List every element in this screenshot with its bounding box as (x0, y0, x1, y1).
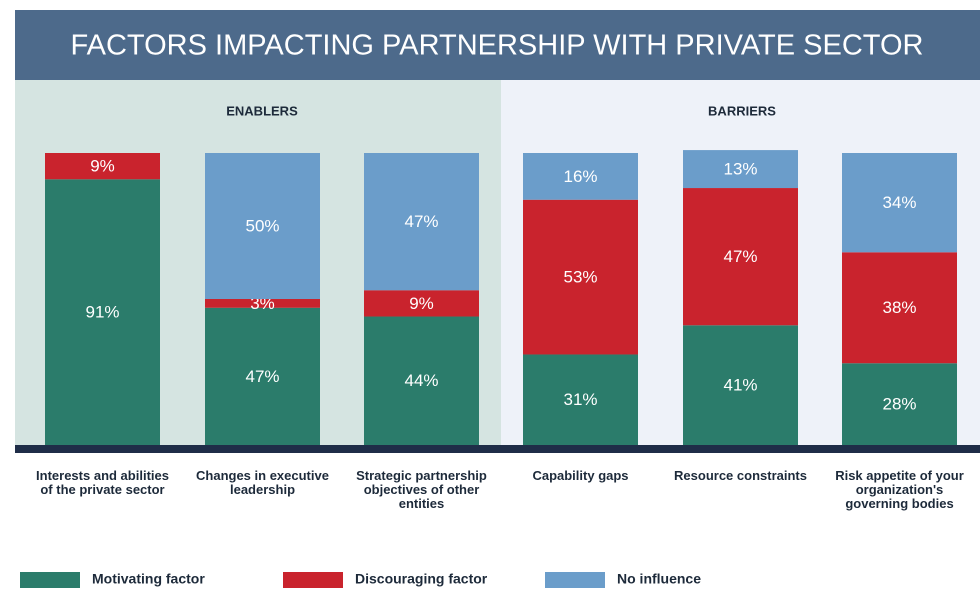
section-label: BARRIERS (708, 103, 776, 118)
bar-segment (683, 150, 798, 189)
bar-segment (364, 290, 479, 317)
value-label: 9% (409, 294, 434, 313)
value-label: 47% (245, 367, 279, 386)
x-tick-label: Risk appetite of your organization's gov… (835, 468, 964, 511)
value-label: 28% (882, 395, 916, 414)
value-label: 13% (723, 160, 757, 179)
legend-label: Discouraging factor (355, 571, 488, 587)
baseline (15, 445, 980, 453)
legend-label: No influence (617, 571, 701, 587)
value-label: 44% (404, 371, 438, 390)
chart-title: FACTORS IMPACTING PARTNERSHIP WITH PRIVA… (71, 30, 924, 62)
bar-segment (683, 325, 798, 445)
x-tick-label: Strategic partnership objectives of othe… (356, 468, 487, 511)
bar-segment (683, 188, 798, 326)
header (15, 10, 980, 80)
bar-segment (45, 153, 160, 180)
x-tick-label: Resource constraints (674, 468, 807, 483)
bar-segment (205, 307, 320, 445)
bar-segment (45, 179, 160, 445)
bar-segment (364, 316, 479, 445)
legend-swatch (283, 572, 343, 588)
section-label: ENABLERS (226, 103, 298, 118)
x-tick-label: Changes in executive leadership (196, 468, 329, 497)
x-tick-label: Interests and abilities of the private s… (36, 468, 169, 497)
value-label: 9% (90, 157, 115, 176)
value-label: 41% (723, 376, 757, 395)
value-label: 47% (404, 212, 438, 231)
legend-swatch (20, 572, 80, 588)
value-label: 16% (563, 167, 597, 186)
bar-segment (205, 299, 320, 308)
value-label: 38% (882, 298, 916, 317)
bar-segment (523, 354, 638, 445)
legend-swatch (545, 572, 605, 588)
bar-segment (523, 153, 638, 200)
bar-segment (364, 153, 479, 291)
value-label: 50% (245, 216, 279, 235)
bar-segment (842, 153, 957, 253)
bar-segment (523, 199, 638, 355)
value-label: 31% (563, 390, 597, 409)
value-label: 47% (723, 247, 757, 266)
x-tick-label: Capability gaps (532, 468, 629, 483)
bar-segment (842, 363, 957, 445)
value-label: 34% (882, 193, 916, 212)
value-label: 53% (563, 268, 597, 287)
value-label: 91% (85, 303, 119, 322)
legend-label: Motivating factor (92, 571, 205, 587)
bar-segment (205, 153, 320, 299)
bar-segment (842, 252, 957, 364)
